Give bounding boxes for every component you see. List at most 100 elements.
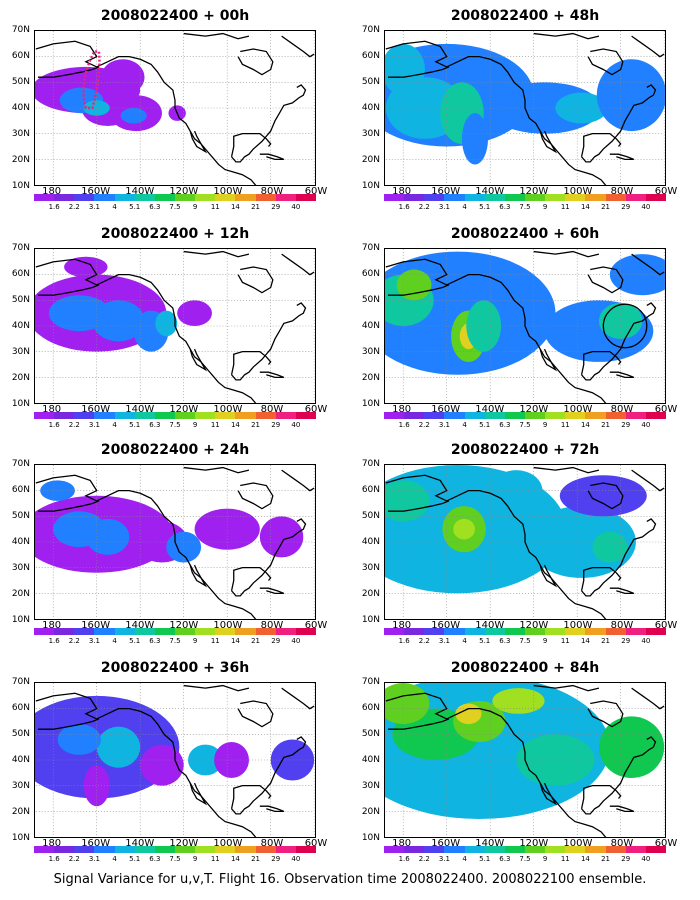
latitude-tick-label: 20N bbox=[361, 373, 380, 383]
colorbar-swatch bbox=[464, 846, 485, 853]
colorbar-label: 5.1 bbox=[479, 855, 491, 863]
colorbar-swatch bbox=[195, 194, 216, 201]
coastline bbox=[35, 692, 257, 837]
coastline bbox=[387, 500, 450, 512]
longitude-tick-label: 60W bbox=[304, 838, 328, 849]
coastline bbox=[281, 253, 315, 276]
variance-contour bbox=[598, 716, 665, 778]
variance-contour bbox=[609, 254, 665, 296]
colorbar-swatch bbox=[524, 412, 546, 419]
coastline bbox=[539, 130, 558, 154]
colorbar-labels: 1.6 2.2 3.1 4 5.1 6.3 7.5 9 11 14 21 29 40 bbox=[384, 855, 666, 865]
colorbar-swatch bbox=[645, 412, 666, 419]
coastline bbox=[230, 133, 272, 157]
coastline bbox=[231, 84, 307, 163]
coastline bbox=[189, 782, 208, 806]
coastline bbox=[35, 258, 257, 403]
colorbar-label: 21 bbox=[251, 203, 261, 211]
colorbar-label: 9 bbox=[542, 421, 548, 429]
latitude-tick-label: 40N bbox=[11, 537, 30, 547]
colorbar-swatch bbox=[255, 846, 276, 853]
longitude-tick-label: 60W bbox=[304, 404, 328, 415]
colorbar-swatch bbox=[215, 628, 236, 635]
coastline bbox=[35, 474, 257, 619]
longitude-tick-label: 140W bbox=[125, 620, 155, 631]
coastline bbox=[539, 348, 558, 372]
map-panel: 2008022400 + 60h 70N 60N 50N 40N 30N 20N 10N 180… bbox=[350, 218, 700, 436]
colorbar-label: 1.6 bbox=[48, 421, 60, 429]
map-svg bbox=[35, 465, 315, 619]
colorbar-label: 29 bbox=[621, 637, 631, 645]
latitude-tick-label: 70N bbox=[361, 243, 380, 253]
longitude-tick-label: 140W bbox=[475, 186, 505, 197]
colorbar-label: 14 bbox=[230, 421, 240, 429]
colorbar-swatch bbox=[625, 628, 646, 635]
longitude-tick-label: 120W bbox=[519, 186, 549, 197]
colorbar-swatch bbox=[545, 412, 566, 419]
colorbar-swatch bbox=[34, 628, 55, 635]
colorbar-label: 7.5 bbox=[169, 203, 181, 211]
coastline bbox=[259, 153, 285, 160]
latitude-tick-label: 70N bbox=[11, 25, 30, 35]
coastline bbox=[237, 482, 274, 510]
colorbar-swatch bbox=[504, 628, 525, 635]
longitude-tick-label: 60W bbox=[654, 838, 678, 849]
latitude-tick-label: 40N bbox=[361, 537, 380, 547]
colorbar-swatch bbox=[545, 846, 566, 853]
colorbar-swatch bbox=[54, 412, 75, 419]
colorbar-label: 2.2 bbox=[68, 421, 80, 429]
coastline bbox=[183, 466, 250, 474]
colorbar-swatch bbox=[384, 412, 405, 419]
latitude-tick-label: 50N bbox=[11, 295, 30, 305]
panel-title: 2008022400 + 12h bbox=[100, 226, 250, 242]
map-panel: 2008022400 + 12h 70N 60N 50N 40N 30N 20N 10N 180… bbox=[0, 218, 350, 436]
colorbar-swatch bbox=[484, 194, 505, 201]
colorbar-swatch bbox=[605, 846, 626, 853]
latitude-tick-label: 60N bbox=[11, 485, 30, 495]
colorbar-swatch bbox=[174, 194, 196, 201]
colorbar-swatch bbox=[134, 628, 155, 635]
colorbar-label: 40 bbox=[291, 421, 301, 429]
colorbar-label: 4 bbox=[112, 421, 117, 429]
latitude-tick-label: 70N bbox=[11, 243, 30, 253]
coastline bbox=[189, 348, 208, 372]
colorbar-swatch bbox=[484, 628, 505, 635]
colorbar-swatch bbox=[215, 412, 236, 419]
longitude-tick-label: 140W bbox=[125, 838, 155, 849]
colorbar-swatch bbox=[545, 628, 566, 635]
colorbar-label: 21 bbox=[601, 421, 611, 429]
colorbar-label: 40 bbox=[291, 203, 301, 211]
colorbar-labels: 1.6 2.2 3.1 4 5.1 6.3 7.5 9 11 14 21 29 40 bbox=[34, 203, 316, 213]
colorbar-swatch bbox=[424, 412, 445, 419]
colorbar-label: 6.3 bbox=[499, 421, 511, 429]
colorbar-swatch bbox=[404, 846, 425, 853]
map-svg bbox=[385, 249, 665, 403]
latitude-tick-label: 50N bbox=[361, 729, 380, 739]
colorbar-label: 9 bbox=[192, 855, 198, 863]
variance-contour bbox=[140, 744, 184, 786]
variance-contour bbox=[396, 269, 432, 301]
longitude-tick-label: 120W bbox=[169, 186, 199, 197]
colorbar-label: 3.1 bbox=[88, 637, 100, 645]
colorbar-swatch bbox=[384, 194, 405, 201]
colorbar-label: 2.2 bbox=[418, 637, 430, 645]
colorbar-label: 9 bbox=[192, 637, 198, 645]
colorbar-label: 6.3 bbox=[499, 637, 511, 645]
colorbar-swatch bbox=[154, 412, 175, 419]
latitude-tick-label: 30N bbox=[11, 781, 30, 791]
variance-contour bbox=[92, 300, 145, 342]
longitude-tick-label: 80W bbox=[610, 404, 634, 415]
coastline bbox=[37, 66, 100, 78]
longitude-tick-label: 140W bbox=[125, 186, 155, 197]
colorbar-label: 1.6 bbox=[48, 637, 60, 645]
longitude-tick-label: 180 bbox=[42, 838, 62, 849]
colorbar-swatch bbox=[255, 194, 276, 201]
colorbar-swatch bbox=[154, 194, 175, 201]
coastline bbox=[35, 40, 257, 185]
longitude-tick-label: 60W bbox=[654, 620, 678, 631]
coastline bbox=[387, 284, 450, 296]
latitude-tick-label: 20N bbox=[361, 807, 380, 817]
panel-title: 2008022400 + 72h bbox=[450, 442, 600, 458]
coastline bbox=[609, 805, 635, 812]
latitude-tick-label: 50N bbox=[11, 77, 30, 87]
